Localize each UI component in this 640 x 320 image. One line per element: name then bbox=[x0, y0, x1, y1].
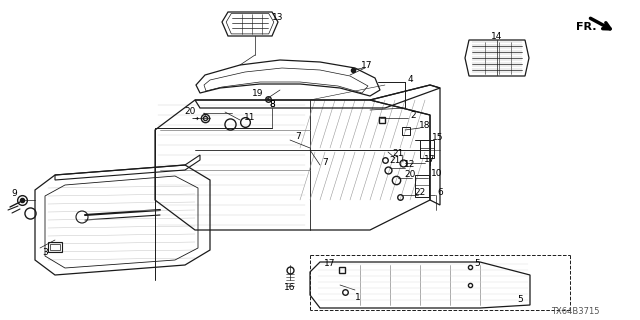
Text: 6: 6 bbox=[437, 188, 443, 196]
Bar bbox=[50, 244, 60, 250]
Text: FR.: FR. bbox=[576, 22, 596, 32]
Text: 16: 16 bbox=[284, 284, 296, 292]
Text: 5: 5 bbox=[474, 259, 480, 268]
Text: 19: 19 bbox=[252, 89, 264, 98]
Text: 13: 13 bbox=[272, 12, 284, 21]
Text: 12: 12 bbox=[404, 159, 416, 169]
Text: 20: 20 bbox=[404, 170, 416, 179]
Text: 2: 2 bbox=[410, 110, 416, 119]
Text: 17: 17 bbox=[324, 259, 336, 268]
Text: 7: 7 bbox=[322, 157, 328, 166]
Text: 7: 7 bbox=[295, 132, 301, 140]
Bar bbox=[48, 242, 62, 252]
Text: 17: 17 bbox=[361, 60, 372, 69]
Text: 17: 17 bbox=[424, 155, 436, 164]
Text: 5: 5 bbox=[517, 295, 523, 305]
Text: →: → bbox=[191, 114, 198, 123]
Text: 22: 22 bbox=[414, 188, 426, 196]
Text: 18: 18 bbox=[419, 121, 431, 130]
Text: 15: 15 bbox=[432, 132, 444, 141]
Text: 20: 20 bbox=[184, 107, 196, 116]
Text: 10: 10 bbox=[431, 169, 443, 178]
Text: 8: 8 bbox=[269, 100, 275, 108]
Text: 4: 4 bbox=[407, 75, 413, 84]
Text: 11: 11 bbox=[244, 113, 256, 122]
Bar bbox=[420, 140, 434, 158]
Bar bbox=[402, 127, 410, 135]
Text: 3: 3 bbox=[42, 247, 48, 257]
Text: 14: 14 bbox=[492, 31, 502, 41]
Text: 1: 1 bbox=[355, 292, 361, 301]
Text: TX64B3715: TX64B3715 bbox=[551, 308, 599, 316]
Text: 21: 21 bbox=[389, 156, 401, 164]
Bar bbox=[415, 175, 429, 197]
Text: 9: 9 bbox=[11, 188, 17, 197]
Text: 21: 21 bbox=[392, 148, 404, 157]
Text: 8: 8 bbox=[269, 100, 275, 108]
